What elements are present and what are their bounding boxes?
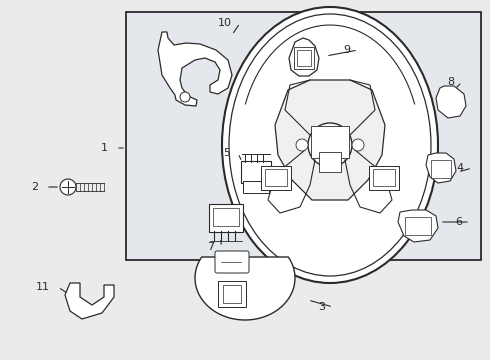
- Text: 8: 8: [447, 77, 454, 87]
- Ellipse shape: [229, 14, 431, 276]
- FancyBboxPatch shape: [373, 169, 395, 186]
- Circle shape: [296, 139, 308, 151]
- Polygon shape: [158, 32, 232, 106]
- FancyBboxPatch shape: [297, 50, 311, 66]
- Text: 10: 10: [218, 18, 232, 28]
- FancyBboxPatch shape: [431, 160, 451, 178]
- Polygon shape: [195, 257, 295, 320]
- Text: 7: 7: [207, 242, 214, 252]
- Text: 4: 4: [457, 163, 464, 173]
- Polygon shape: [65, 283, 114, 319]
- Circle shape: [352, 139, 364, 151]
- Polygon shape: [289, 38, 319, 76]
- Polygon shape: [426, 153, 456, 183]
- Text: 9: 9: [343, 45, 350, 55]
- FancyBboxPatch shape: [215, 251, 249, 273]
- Text: 3: 3: [318, 302, 325, 312]
- Bar: [126, 12, 481, 260]
- Text: 11: 11: [36, 282, 50, 292]
- Circle shape: [60, 179, 76, 195]
- FancyBboxPatch shape: [319, 152, 341, 172]
- FancyBboxPatch shape: [209, 204, 243, 232]
- FancyBboxPatch shape: [265, 169, 287, 186]
- Text: 6: 6: [455, 217, 462, 227]
- Polygon shape: [275, 80, 385, 200]
- FancyBboxPatch shape: [243, 181, 269, 193]
- Ellipse shape: [222, 7, 438, 283]
- Text: 2: 2: [31, 182, 38, 192]
- Circle shape: [180, 92, 190, 102]
- FancyBboxPatch shape: [405, 217, 431, 235]
- FancyBboxPatch shape: [369, 166, 399, 190]
- Circle shape: [316, 131, 344, 159]
- Text: 5: 5: [223, 148, 230, 158]
- Polygon shape: [398, 210, 438, 242]
- FancyBboxPatch shape: [223, 285, 241, 303]
- FancyBboxPatch shape: [311, 126, 349, 158]
- Polygon shape: [436, 86, 466, 118]
- FancyBboxPatch shape: [261, 166, 291, 190]
- FancyBboxPatch shape: [213, 208, 239, 226]
- Text: 1: 1: [101, 143, 108, 153]
- Circle shape: [308, 123, 352, 167]
- FancyBboxPatch shape: [241, 161, 271, 183]
- FancyBboxPatch shape: [294, 47, 314, 69]
- FancyBboxPatch shape: [218, 281, 246, 307]
